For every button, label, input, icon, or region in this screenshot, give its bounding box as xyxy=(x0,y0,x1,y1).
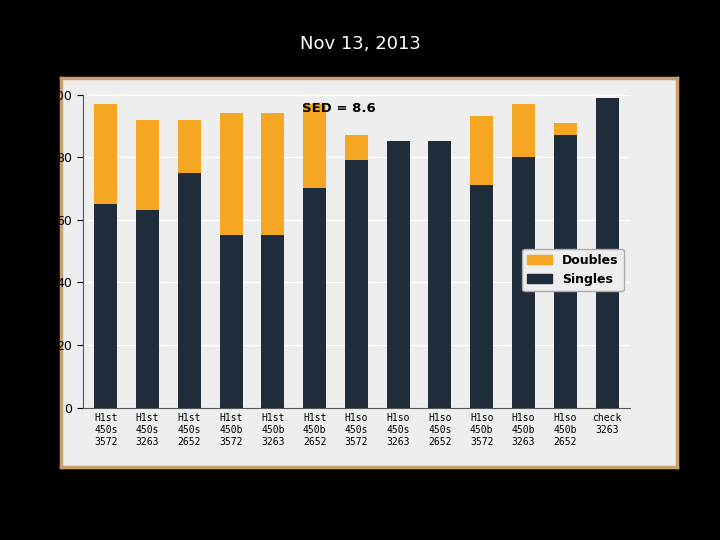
Bar xyxy=(178,119,201,173)
Text: SED = 8.6: SED = 8.6 xyxy=(302,102,375,116)
Bar xyxy=(303,104,326,188)
Bar xyxy=(554,135,577,408)
Bar xyxy=(178,173,201,408)
Bar xyxy=(387,141,410,408)
Bar xyxy=(220,113,243,235)
Bar xyxy=(136,211,159,408)
Legend: Doubles, Singles: Doubles, Singles xyxy=(522,249,624,291)
Bar xyxy=(303,188,326,408)
Bar xyxy=(94,104,117,204)
Bar xyxy=(345,160,368,408)
Bar xyxy=(512,104,535,157)
Bar xyxy=(470,185,493,408)
Bar xyxy=(512,157,535,408)
Bar xyxy=(136,119,159,211)
Y-axis label: Maize emergence, %: Maize emergence, % xyxy=(29,170,43,332)
Bar xyxy=(428,141,451,408)
X-axis label: Housing, Brush, Drum, Seed Size: Housing, Brush, Drum, Seed Size xyxy=(215,500,498,515)
Bar xyxy=(94,204,117,408)
Text: Nov 13, 2013: Nov 13, 2013 xyxy=(300,35,420,53)
Bar xyxy=(261,113,284,235)
Bar xyxy=(554,123,577,135)
Bar xyxy=(470,117,493,185)
Bar xyxy=(261,235,284,408)
Bar xyxy=(595,98,618,408)
Bar xyxy=(345,135,368,160)
Bar xyxy=(220,235,243,408)
